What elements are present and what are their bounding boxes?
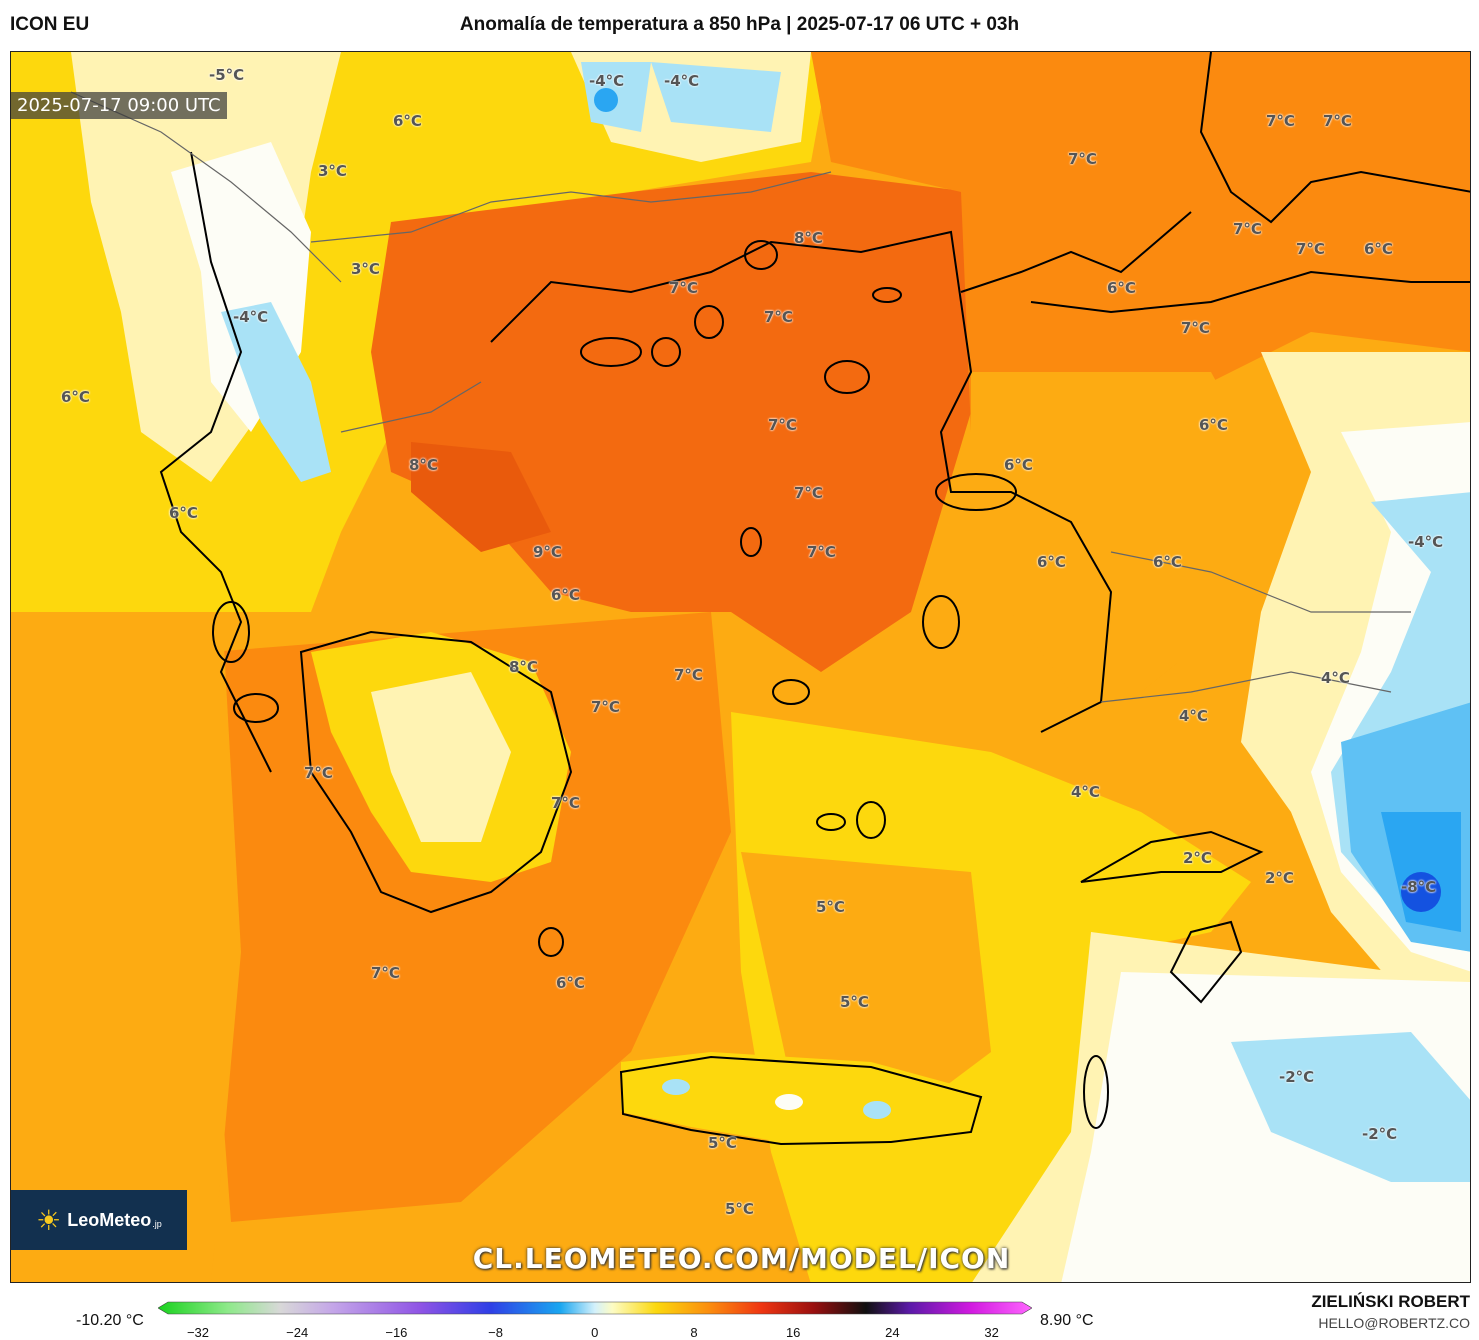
contour-label: 6°C	[1364, 240, 1393, 258]
watermark-url[interactable]: CL.LEOMETEO.COM/MODEL/ICON	[472, 1242, 1011, 1275]
colorbar-tick-label: 32	[984, 1325, 999, 1340]
colorbar-tick-label: −24	[286, 1325, 309, 1340]
contour-label: 6°C	[1037, 553, 1066, 571]
contour-label: 2°C	[1265, 869, 1294, 887]
contour-label: 8°C	[509, 658, 538, 676]
contour-label: 3°C	[351, 260, 380, 278]
colorbar	[158, 1301, 1032, 1315]
contour-label: 7°C	[1068, 150, 1097, 168]
contour-label: -5°C	[209, 66, 245, 84]
contour-label: 4°C	[1071, 783, 1100, 801]
contour-label: 7°C	[1266, 112, 1295, 130]
contour-label: -4°C	[589, 72, 625, 90]
map-field	[11, 52, 1470, 1282]
contour-label: 6°C	[1107, 279, 1136, 297]
contour-label: 7°C	[674, 666, 703, 684]
colorbar-tick-label: 16	[785, 1325, 801, 1340]
leometeo-logo[interactable]: ☀ LeoMeteo .jp	[11, 1190, 187, 1250]
contour-label: 7°C	[794, 484, 823, 502]
contour-label: 5°C	[840, 993, 869, 1011]
contour-label: 7°C	[1323, 112, 1352, 130]
colorbar-tick-label: −8	[488, 1325, 504, 1340]
logo-suffix: .jp	[152, 1219, 162, 1229]
contour-label: 4°C	[1179, 707, 1208, 725]
colorbar-tick-label: 8	[690, 1325, 698, 1340]
contour-label: 7°C	[669, 279, 698, 297]
map-title: Anomalía de temperatura a 850 hPa | 2025…	[459, 14, 1020, 35]
contour-label: 8°C	[794, 229, 823, 247]
contour-label: 6°C	[556, 974, 585, 992]
contour-label: 6°C	[1004, 456, 1033, 474]
contour-label: 7°C	[304, 764, 333, 782]
colorbar-tick-label: −16	[385, 1325, 408, 1340]
contour-label: 7°C	[591, 698, 620, 716]
contour-label: 4°C	[1321, 669, 1350, 687]
author-name: ZIELIŃSKI ROBERT	[1311, 1292, 1470, 1311]
colorbar-tick-label: 24	[885, 1325, 900, 1340]
colorbar-tick-label: −32	[186, 1325, 210, 1340]
contour-label: 7°C	[768, 416, 797, 434]
contour-label: 7°C	[764, 308, 793, 326]
contour-label: -4°C	[664, 72, 700, 90]
contour-label: 5°C	[725, 1200, 754, 1218]
contour-label: 5°C	[816, 898, 845, 916]
contour-label: 7°C	[807, 543, 836, 561]
contour-label: 7°C	[1181, 319, 1210, 337]
contour-label: 6°C	[393, 112, 422, 130]
contour-label: 7°C	[371, 964, 400, 982]
contour-label: 5°C	[708, 1134, 737, 1152]
contour-label: -4°C	[1408, 533, 1444, 551]
contour-label: 3°C	[318, 162, 347, 180]
contour-label: 7°C	[551, 794, 580, 812]
colorbar-max-label: 8.90 °C	[1040, 1312, 1094, 1329]
contour-label: 6°C	[1199, 416, 1228, 434]
model-name: ICON EU	[10, 14, 90, 35]
valid-time-badge: 2025-07-17 09:00 UTC	[11, 92, 227, 119]
contour-label: 7°C	[1296, 240, 1325, 258]
sun-icon: ☀	[36, 1204, 62, 1236]
contour-label: 8°C	[409, 456, 438, 474]
contour-label: 6°C	[551, 586, 580, 604]
contour-label: 2°C	[1183, 849, 1212, 867]
logo-text: LeoMeteo	[67, 1209, 152, 1230]
contour-label: -4°C	[233, 308, 269, 326]
contour-label: -2°C	[1279, 1068, 1315, 1086]
colorbar-tick-label: 0	[591, 1325, 599, 1340]
contour-label: 9°C	[533, 543, 562, 561]
contour-label: -8°C	[1401, 878, 1437, 896]
contour-label: -2°C	[1362, 1125, 1398, 1143]
contour-label: 7°C	[1233, 220, 1262, 238]
contour-label: 6°C	[61, 388, 90, 406]
author-email[interactable]: HELLO@ROBERTZ.CO	[1318, 1315, 1470, 1331]
contour-label: 6°C	[169, 504, 198, 522]
contour-label: 6°C	[1153, 553, 1182, 571]
colorbar-min-label: -10.20 °C	[76, 1312, 144, 1329]
temperature-anomaly-map: 2025-07-17 09:00 UTC -5°C -4°C -4°C 6°C 3°C 3…	[10, 51, 1471, 1283]
